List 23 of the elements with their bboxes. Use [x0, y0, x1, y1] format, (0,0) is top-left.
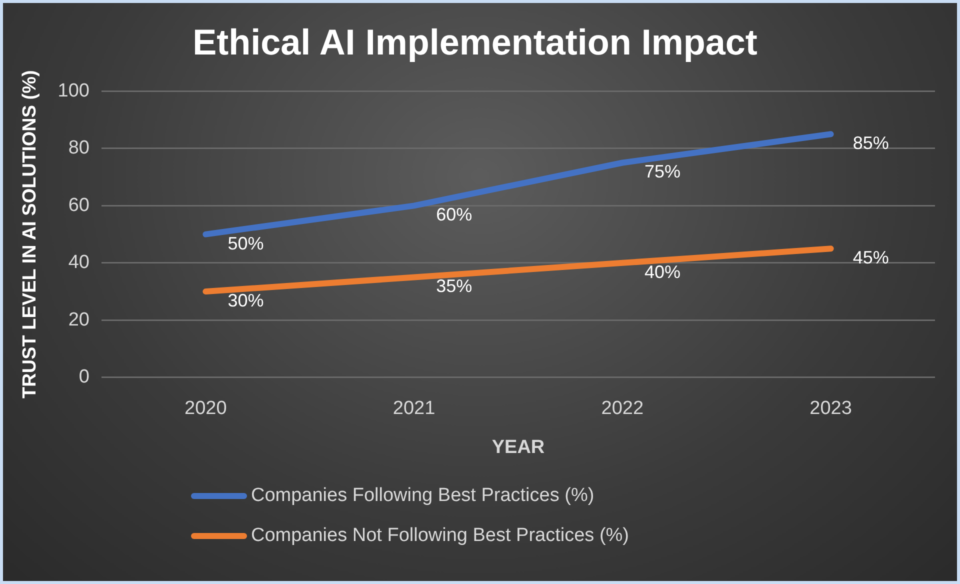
data-label: 35% — [436, 276, 472, 296]
x-tick-label: 2023 — [810, 398, 852, 420]
data-label: 60% — [436, 204, 472, 225]
y-tick-label: 40 — [68, 252, 90, 274]
x-tick-label: 2020 — [184, 398, 227, 420]
y-tick-label: 60 — [68, 194, 90, 216]
legend-label: Companies Not Following Best Practices (%) — [250, 525, 630, 547]
x-tick-label: 2021 — [392, 398, 436, 420]
data-label: 30% — [228, 290, 264, 311]
legend-label: Companies Following Best Practices (%) — [250, 485, 594, 507]
y-tick-label: 80 — [68, 138, 90, 159]
x-axis-title: YEAR — [492, 436, 545, 458]
y-tick-label: 20 — [68, 309, 90, 330]
chart-title: Ethical AI Implementation Impact — [192, 22, 758, 63]
data-label: 50% — [228, 233, 264, 254]
data-label: 45% — [852, 248, 889, 268]
y-tick-label: 0 — [78, 366, 90, 388]
x-tick-label: 2022 — [601, 398, 644, 420]
data-label: 40% — [644, 262, 680, 282]
y-tick-label: 100 — [58, 80, 90, 102]
y-axis-title: TRUST LEVEL IN AI SOLUTIONS (%) — [20, 70, 41, 398]
data-label: 75% — [644, 162, 680, 182]
data-label: 85% — [852, 133, 889, 154]
